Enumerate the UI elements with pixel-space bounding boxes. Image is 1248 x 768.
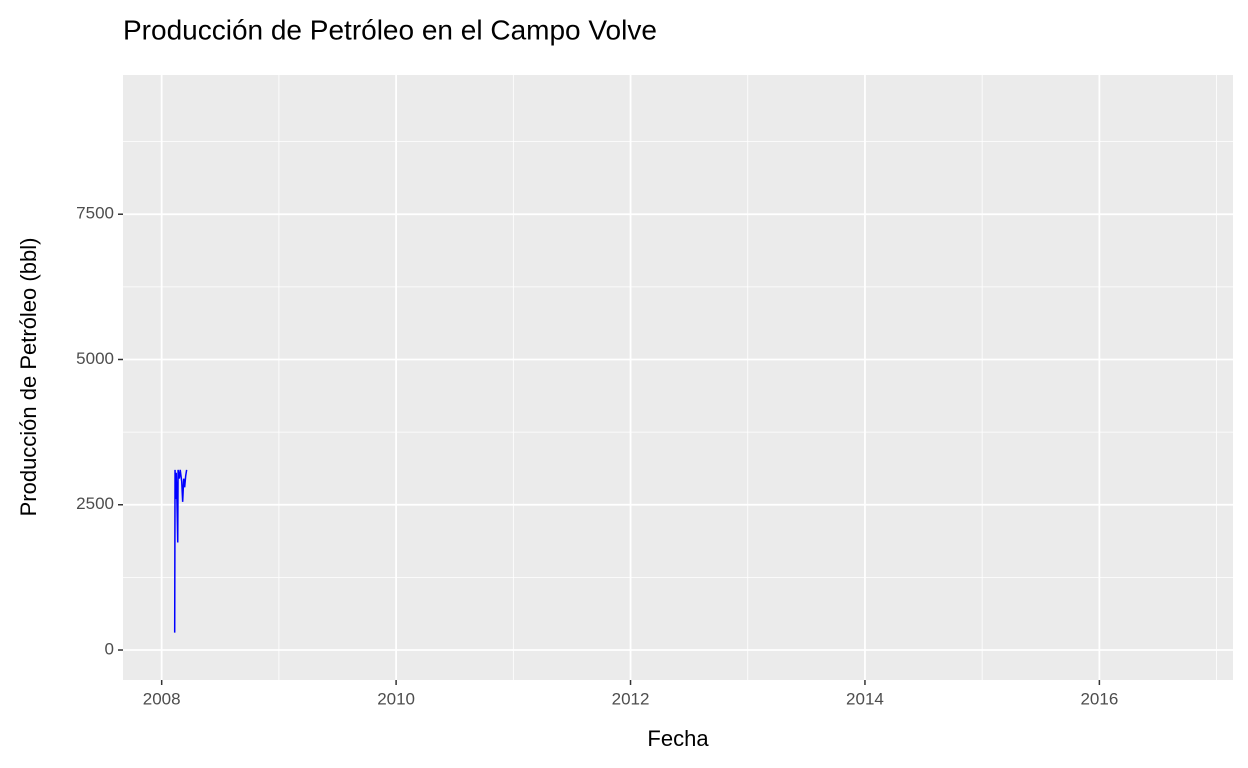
y-tick-label: 5000: [76, 349, 114, 368]
y-tick-label: 0: [105, 640, 114, 659]
x-tick-label: 2014: [846, 689, 884, 708]
x-tick-label: 2016: [1080, 689, 1118, 708]
plot-panel: [123, 75, 1233, 680]
x-tick-label: 2010: [377, 689, 415, 708]
y-axis-title: Producción de Petróleo (bbl): [16, 238, 41, 517]
y-tick-label: 7500: [76, 204, 114, 223]
line-series: [173, 469, 188, 633]
y-tick-label: 2500: [76, 494, 114, 513]
x-tick-label: 2008: [143, 689, 181, 708]
chart-title: Producción de Petróleo en el Campo Volve: [123, 14, 657, 45]
x-tick-label: 2012: [612, 689, 650, 708]
x-axis-title: Fecha: [647, 726, 709, 751]
